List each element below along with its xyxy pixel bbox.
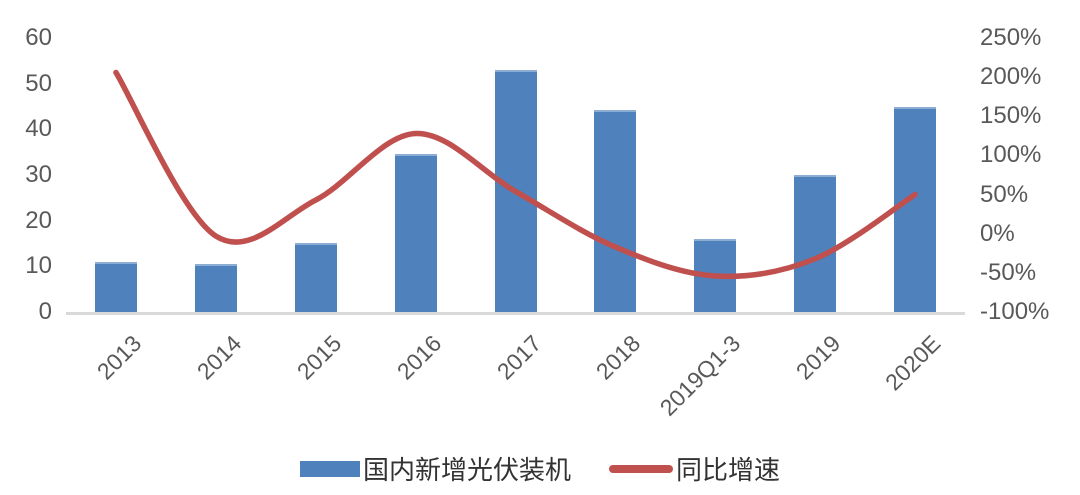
right-tick-label: -50% [980, 258, 1037, 286]
left-tick-label: 50 [25, 69, 52, 97]
legend-bar-label: 国内新增光伏装机 [362, 456, 571, 486]
bar-2017 [494, 69, 537, 312]
x-tick-label-2019: 2019 [790, 330, 846, 385]
bar-2015 [294, 243, 337, 312]
left-tick-label: 40 [25, 115, 52, 143]
bar-2014 [194, 263, 237, 312]
x-tick-label-2016: 2016 [391, 330, 446, 385]
legend: 国内新增光伏装机 同比增速 [0, 450, 1080, 487]
x-tick-label-2014: 2014 [191, 330, 247, 385]
right-tick-label: -100% [980, 298, 1050, 325]
x-axis-line [66, 312, 965, 315]
right-tick-label: 50% [980, 180, 1029, 208]
legend-item-bar: 国内新增光伏装机 [299, 450, 571, 487]
right-tick-label: 100% [980, 141, 1042, 169]
x-tick-label-2018: 2018 [591, 330, 646, 385]
x-tick-label-2020E: 2020E [880, 330, 946, 396]
bar-2018 [594, 109, 637, 312]
legend-line-swatch [609, 464, 673, 473]
legend-item-line: 同比增速 [609, 450, 780, 487]
left-tick-label: 60 [25, 24, 52, 51]
legend-bar-swatch [299, 460, 360, 477]
bar-2013 [94, 261, 137, 312]
left-tick-label: 20 [25, 206, 52, 234]
left-tick-label: 0 [38, 298, 52, 325]
right-tick-label: 200% [980, 63, 1042, 91]
right-tick-label: 150% [980, 102, 1042, 130]
x-tick-label-2015: 2015 [291, 330, 347, 385]
x-tick-label-2019Q1-3: 2019Q1-3 [654, 330, 746, 421]
left-tick-label: 30 [25, 161, 52, 188]
right-tick-label: 0% [980, 219, 1015, 247]
left-tick-label: 10 [25, 252, 52, 280]
bar-2019Q1-3 [694, 238, 737, 312]
right-tick-label: 250% [980, 24, 1042, 51]
bar-2019 [794, 174, 837, 312]
bar-2016 [394, 154, 437, 312]
x-tick-label-2017: 2017 [491, 330, 546, 385]
x-tick-label-2013: 2013 [91, 330, 147, 385]
bar-2020E [894, 106, 937, 312]
legend-line-label: 同比增速 [676, 456, 781, 486]
